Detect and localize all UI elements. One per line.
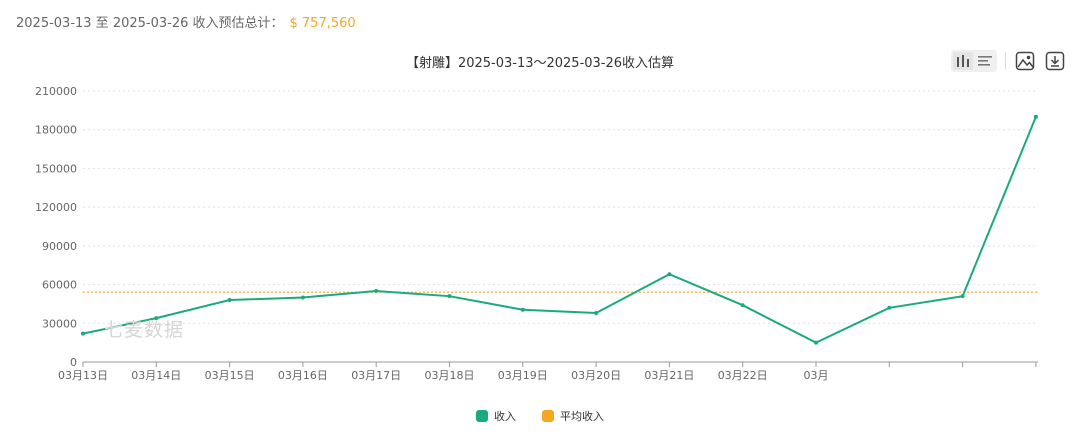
revenue-data-point [814, 340, 818, 345]
image-icon[interactable] [1014, 50, 1036, 72]
revenue-series-line [82, 116, 1037, 344]
x-tick-label: 03月17日 [351, 369, 401, 382]
watermark: 七麦数据 [104, 319, 185, 341]
summary-label: 2025-03-13 至 2025-03-26 收入预估总计： [16, 16, 284, 31]
y-tick-label: 60000 [42, 279, 77, 292]
legend-swatch-revenue [476, 410, 488, 422]
x-tick-label: 03月22日 [718, 369, 768, 382]
y-tick-label: 30000 [42, 317, 77, 330]
revenue-data-point [374, 289, 379, 294]
revenue-data-point [300, 295, 305, 300]
x-tick-label: 03月19日 [498, 369, 548, 382]
x-tick-label: 03月21日 [644, 369, 694, 382]
revenue-data-point [740, 303, 745, 308]
legend-label-average: 平均收入 [560, 410, 604, 423]
y-tick-label: 180000 [35, 124, 77, 137]
y-tick-label: 210000 [35, 85, 77, 98]
revenue-data-point [887, 305, 892, 310]
revenue-data-point [1033, 114, 1038, 119]
x-tick-label: 03月15日 [205, 369, 255, 382]
chart-toolbar [951, 50, 1066, 72]
y-tick-label: 90000 [42, 240, 77, 253]
revenue-data-point [594, 310, 599, 315]
revenue-data-point [960, 294, 965, 299]
legend-label-revenue: 收入 [494, 410, 516, 423]
revenue-data-point [447, 294, 452, 299]
revenue-summary: 2025-03-13 至 2025-03-26 收入预估总计： $ 757,560 [16, 12, 356, 31]
x-tick-label: 03月 [804, 369, 829, 382]
revenue-data-point [81, 331, 85, 336]
toolbar-divider [1005, 52, 1006, 70]
x-tick-label: 03月14日 [131, 369, 181, 382]
revenue-data-point [520, 307, 525, 312]
summary-total: $ 757,560 [289, 16, 356, 31]
chart-legend: 收入 平均收入 [0, 408, 1080, 424]
y-tick-label: 150000 [35, 162, 77, 175]
legend-item-revenue[interactable]: 收入 [476, 408, 516, 424]
x-tick-label: 03月18日 [425, 369, 475, 382]
revenue-data-point [667, 272, 672, 277]
chart-view-toggle [951, 50, 997, 72]
legend-swatch-average [542, 410, 554, 422]
y-tick-label: 0 [70, 356, 77, 369]
bar-chart-icon[interactable] [953, 52, 973, 70]
x-tick-label: 03月16日 [278, 369, 328, 382]
revenue-data-point [227, 298, 232, 303]
y-tick-label: 120000 [35, 201, 77, 214]
download-icon[interactable] [1044, 50, 1066, 72]
x-tick-label: 03月13日 [58, 369, 108, 382]
x-tick-label: 03月20日 [571, 369, 621, 382]
legend-item-average[interactable]: 平均收入 [542, 408, 604, 424]
revenue-data-point [154, 316, 159, 321]
list-icon[interactable] [975, 52, 995, 70]
revenue-line-chart: 0 30000 60000 90000 120000 150000 180000 210000… [35, 85, 1038, 382]
chart-title: 【射雕】2025-03-13～2025-03-26收入估算 [405, 56, 675, 71]
